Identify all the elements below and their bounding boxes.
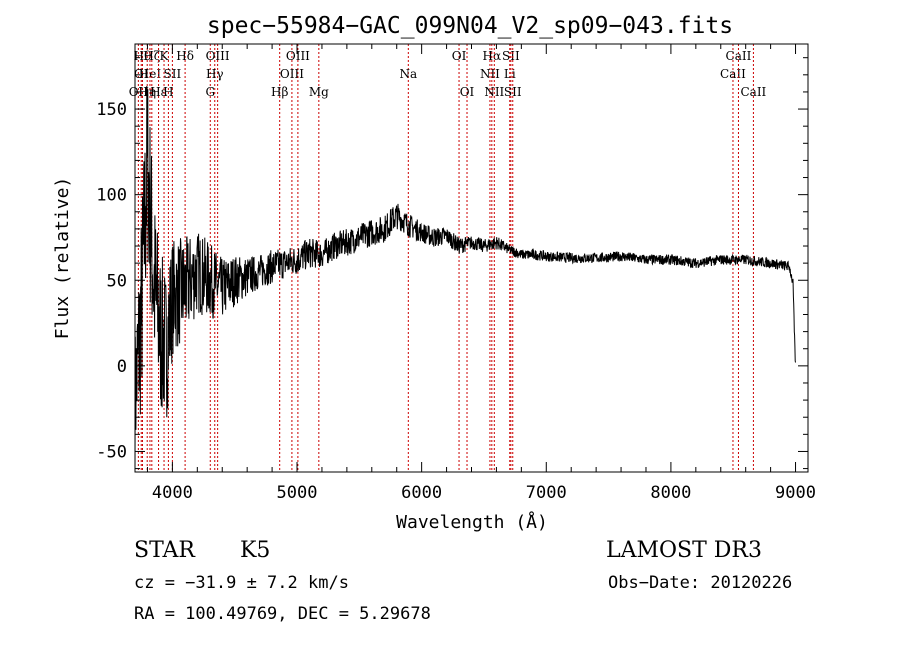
redshift-velocity: cz = −31.9 ± 7.2 km/s — [134, 573, 349, 593]
x-tick-label: 4000 — [152, 483, 193, 503]
line-marker-label: CaII — [720, 67, 746, 81]
series-group — [134, 85, 796, 469]
line-marker-label: CaII — [740, 85, 766, 99]
line-marker-label: SII — [504, 85, 522, 99]
line-marker-label: SII — [502, 49, 520, 63]
y-tick-label: 150 — [96, 100, 127, 120]
chart-title: spec−55984−GAC_099N04_V2_sp09−043.fits — [207, 13, 733, 39]
x-tick-label: 9000 — [775, 483, 816, 503]
y-tick-label: 100 — [96, 186, 127, 206]
ra-dec: RA = 100.49769, DEC = 5.29678 — [134, 604, 431, 624]
subclass: K5 — [240, 538, 271, 563]
line-marker-label: Hε — [150, 85, 167, 99]
x-tick-label: 7000 — [526, 483, 567, 503]
line-marker-label: SII — [164, 67, 182, 81]
line-marker-label: CaII — [726, 49, 752, 63]
line-marker-label: NII — [480, 67, 500, 81]
obs-date: Obs−Date: 20120226 — [608, 573, 793, 593]
y-tick-label: 50 — [107, 271, 127, 291]
line-marker-label: K — [160, 49, 170, 63]
x-tick-label: 8000 — [650, 483, 691, 503]
line-marker-label: OIII — [280, 67, 304, 81]
line-marker-label: NII — [484, 85, 504, 99]
line-marker-label: Hα — [483, 49, 502, 63]
flux-line — [134, 85, 796, 469]
x-axis-label: Wavelength (Å) — [396, 511, 548, 533]
line-marker-label: H — [163, 85, 173, 99]
y-axis-label: Flux (relative) — [52, 177, 73, 340]
x-tick-label: 6000 — [401, 483, 442, 503]
line-marker-label: Mg — [309, 85, 329, 99]
line-marker-label: Hδ — [176, 49, 194, 63]
y-tick-label: -50 — [96, 442, 127, 462]
survey-name: LAMOST DR3 — [606, 538, 762, 563]
axes: 4000 5000 6000 7000 8000 9000 -50 0 50 100 150 — [96, 44, 816, 503]
line-marker-label: OI — [134, 67, 149, 81]
line-marker-label: Na — [399, 67, 417, 81]
line-marker-label: HeI — [139, 67, 162, 81]
line-marker-label: G — [205, 85, 215, 99]
object-class: STAR — [134, 538, 195, 563]
line-marker-label: Hγ — [206, 67, 224, 81]
line-marker-label: OIII — [286, 49, 310, 63]
line-marker-label: Li — [504, 67, 516, 81]
line-marker-label: Hβ — [271, 85, 288, 99]
y-tick-label: 0 — [117, 357, 127, 377]
x-tick-label: 5000 — [277, 483, 318, 503]
line-marker-label: OI — [452, 49, 467, 63]
line-marker-label: OI — [460, 85, 475, 99]
line-marker-label: OIII — [206, 49, 230, 63]
line-marker-label: Hζ — [143, 49, 160, 63]
